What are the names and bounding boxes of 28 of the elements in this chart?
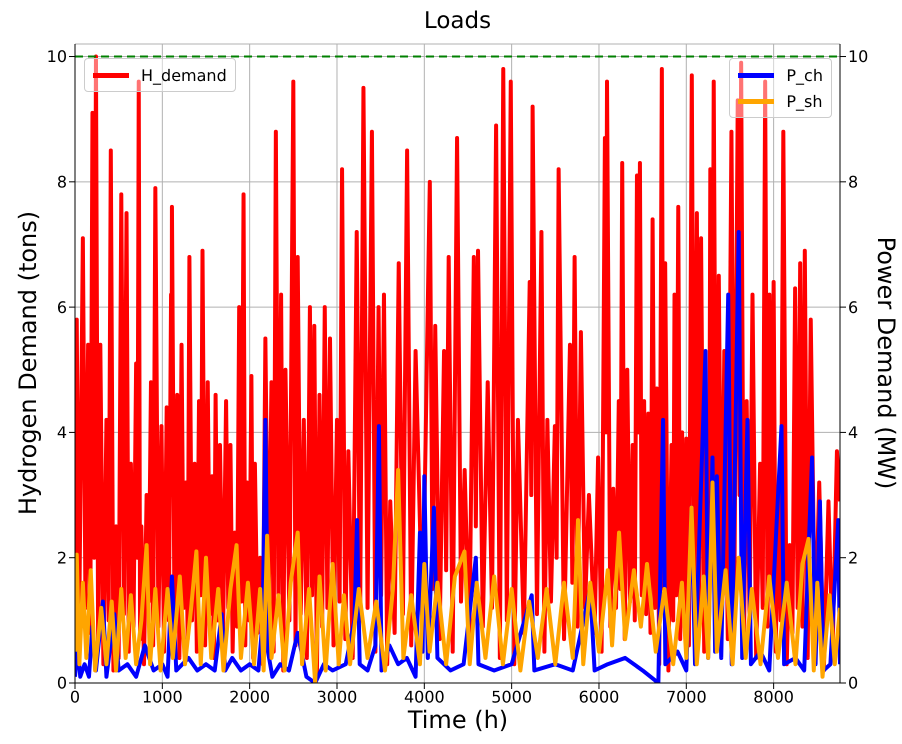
y-tick-label: 2 bbox=[56, 548, 67, 568]
x-tick-label: 7000 bbox=[666, 687, 707, 706]
legend-label: P_sh bbox=[786, 92, 823, 110]
x-tick-label: 0 bbox=[70, 687, 80, 706]
legend-label: P_ch bbox=[786, 66, 823, 84]
y-tick-label: 10 bbox=[46, 47, 67, 66]
x-tick-label: 2000 bbox=[229, 687, 270, 706]
y2-axis-title: Power Demand (MW) bbox=[872, 236, 900, 490]
y-tick-label: 6 bbox=[56, 298, 67, 317]
y-axis-title: Hydrogen Demand (tons) bbox=[14, 210, 42, 516]
x-tick-label: 6000 bbox=[578, 687, 620, 706]
x-tick-label: 1000 bbox=[142, 687, 183, 706]
y2-tick-label: 6 bbox=[848, 298, 858, 317]
x-axis-title: Time (h) bbox=[408, 706, 508, 734]
chart-title: Loads bbox=[422, 8, 492, 34]
y-tick-label: 8 bbox=[56, 172, 67, 192]
y2-tick-label: 2 bbox=[848, 548, 858, 568]
x-tick-label: 5000 bbox=[491, 687, 532, 706]
y-tick-label: 0 bbox=[56, 674, 67, 693]
x-tick-label: 4000 bbox=[404, 687, 445, 706]
y2-tick-label: 8 bbox=[848, 172, 858, 192]
y-tick-label: 4 bbox=[56, 423, 67, 442]
x-tick-label: 8000 bbox=[753, 687, 794, 706]
y2-tick-label: 10 bbox=[848, 47, 868, 66]
y2-tick-label: 4 bbox=[848, 423, 858, 442]
legend-label: H_demand bbox=[141, 66, 227, 84]
y2-tick-label: 0 bbox=[848, 674, 858, 693]
x-tick-label: 3000 bbox=[316, 687, 358, 706]
